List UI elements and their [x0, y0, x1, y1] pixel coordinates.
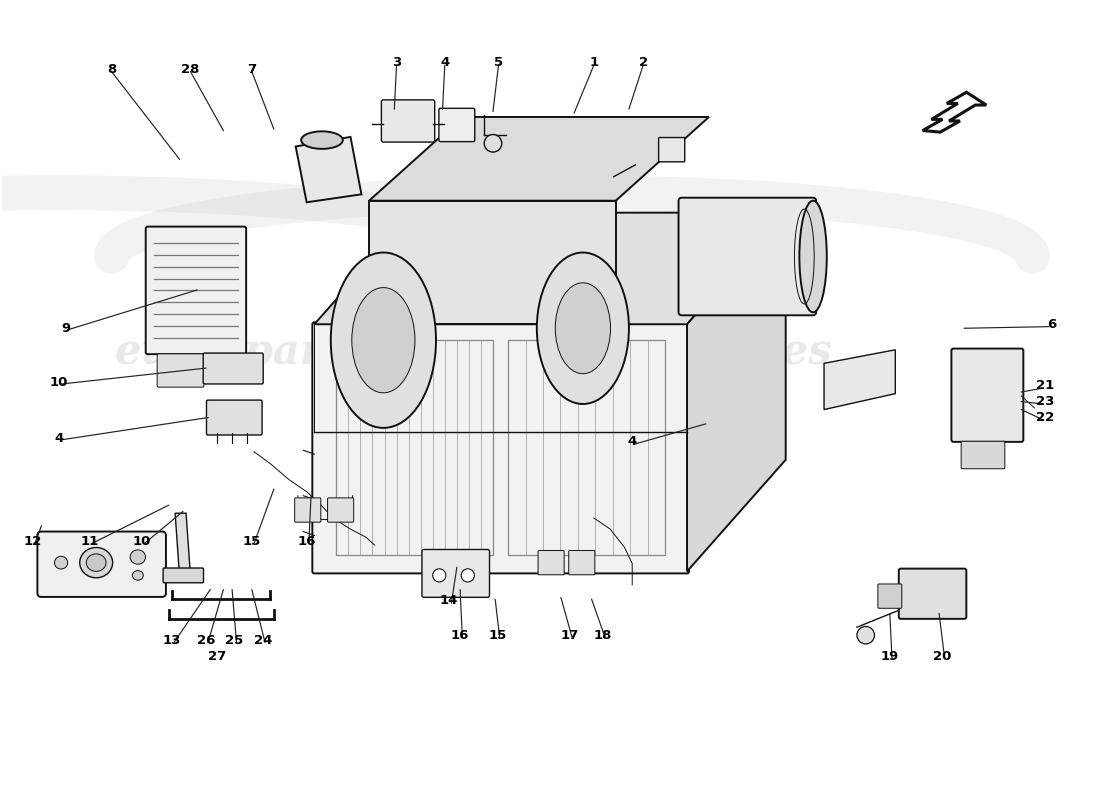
- Text: 24: 24: [254, 634, 272, 647]
- Text: 16: 16: [451, 629, 470, 642]
- Text: 26: 26: [197, 634, 215, 647]
- Polygon shape: [923, 92, 987, 132]
- FancyBboxPatch shape: [163, 568, 204, 582]
- Text: 27: 27: [208, 650, 226, 663]
- Polygon shape: [370, 201, 616, 324]
- Circle shape: [484, 134, 502, 152]
- Polygon shape: [315, 213, 785, 324]
- Ellipse shape: [301, 131, 343, 149]
- Text: 15: 15: [243, 535, 261, 549]
- Polygon shape: [175, 514, 190, 575]
- FancyBboxPatch shape: [439, 108, 475, 142]
- FancyBboxPatch shape: [312, 322, 689, 574]
- FancyBboxPatch shape: [538, 550, 564, 574]
- Text: 4: 4: [54, 432, 64, 445]
- Text: 22: 22: [1036, 411, 1055, 424]
- Text: 14: 14: [440, 594, 459, 607]
- Ellipse shape: [130, 550, 145, 564]
- Text: 4: 4: [440, 56, 450, 70]
- Circle shape: [432, 569, 446, 582]
- FancyBboxPatch shape: [899, 569, 966, 619]
- Text: 6: 6: [1047, 318, 1057, 330]
- FancyBboxPatch shape: [679, 198, 816, 315]
- Text: 25: 25: [226, 634, 243, 647]
- Ellipse shape: [352, 287, 415, 393]
- Ellipse shape: [331, 253, 436, 428]
- FancyBboxPatch shape: [207, 400, 262, 435]
- Text: 10: 10: [50, 376, 68, 389]
- Text: 13: 13: [163, 634, 182, 647]
- Circle shape: [461, 569, 474, 582]
- Text: 28: 28: [182, 62, 199, 76]
- Text: 21: 21: [1036, 379, 1055, 392]
- FancyBboxPatch shape: [961, 442, 1004, 469]
- Ellipse shape: [537, 253, 629, 404]
- FancyBboxPatch shape: [878, 584, 902, 608]
- Text: 9: 9: [60, 322, 70, 334]
- Text: 10: 10: [133, 535, 152, 549]
- Ellipse shape: [800, 201, 827, 312]
- FancyBboxPatch shape: [422, 550, 490, 598]
- Text: 1: 1: [590, 56, 598, 70]
- Text: 5: 5: [494, 56, 503, 70]
- Text: 7: 7: [248, 62, 256, 76]
- Ellipse shape: [132, 570, 143, 580]
- FancyBboxPatch shape: [37, 531, 166, 597]
- Text: 15: 15: [488, 629, 506, 642]
- FancyBboxPatch shape: [204, 353, 263, 384]
- FancyBboxPatch shape: [157, 354, 204, 387]
- Text: eurospares: eurospares: [574, 331, 833, 373]
- Polygon shape: [296, 137, 362, 202]
- Polygon shape: [688, 213, 785, 571]
- Ellipse shape: [86, 554, 106, 571]
- Polygon shape: [370, 117, 708, 201]
- Text: 16: 16: [297, 535, 316, 549]
- Bar: [508, 340, 666, 555]
- Text: 23: 23: [1036, 395, 1055, 408]
- Polygon shape: [824, 350, 895, 410]
- Ellipse shape: [55, 556, 68, 569]
- Text: 18: 18: [593, 629, 612, 642]
- Text: 17: 17: [561, 629, 579, 642]
- FancyBboxPatch shape: [295, 498, 321, 522]
- Text: 20: 20: [933, 650, 952, 663]
- Ellipse shape: [556, 283, 610, 374]
- FancyBboxPatch shape: [145, 226, 246, 354]
- Text: 19: 19: [881, 650, 899, 663]
- Text: 3: 3: [392, 56, 402, 70]
- Ellipse shape: [79, 547, 112, 578]
- Text: 2: 2: [639, 56, 648, 70]
- FancyBboxPatch shape: [659, 138, 684, 162]
- FancyBboxPatch shape: [952, 349, 1023, 442]
- Text: eurospares: eurospares: [114, 331, 372, 373]
- FancyBboxPatch shape: [382, 100, 435, 142]
- Bar: [337, 340, 493, 555]
- Text: 11: 11: [80, 535, 99, 549]
- Text: 12: 12: [23, 535, 42, 549]
- FancyBboxPatch shape: [328, 498, 354, 522]
- FancyBboxPatch shape: [569, 550, 595, 574]
- Circle shape: [857, 626, 874, 644]
- Text: 4: 4: [628, 435, 637, 448]
- Text: 8: 8: [107, 62, 117, 76]
